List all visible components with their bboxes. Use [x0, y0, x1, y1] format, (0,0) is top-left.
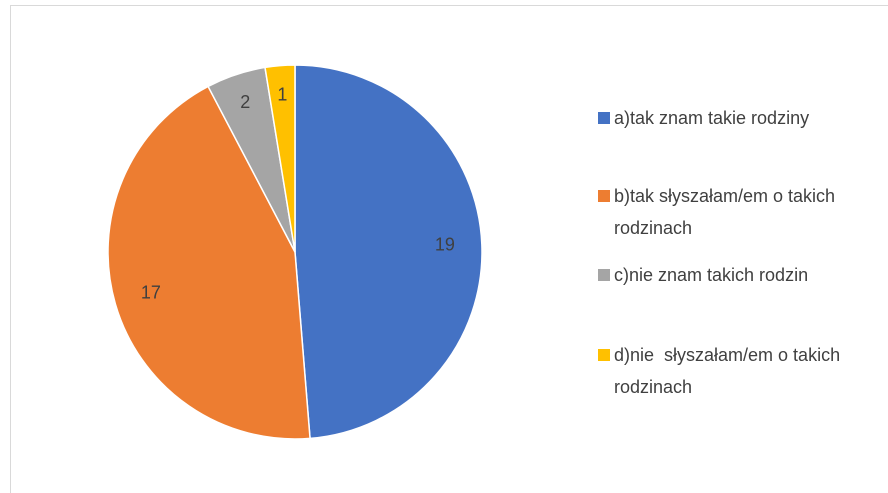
data-label: 1 [277, 84, 287, 104]
legend-swatch [598, 349, 610, 361]
pie-slice [107, 85, 311, 440]
pie-slice [294, 64, 483, 440]
data-label: 19 [435, 235, 455, 255]
legend-label: b)tak słyszałam/em o takich rodzinach [614, 186, 841, 238]
chart-border [10, 5, 888, 493]
data-label: 2 [240, 92, 250, 112]
legend-item: c)nie znam takich rodzin [598, 259, 888, 291]
legend-item: a)tak znam takie rodziny [598, 102, 888, 134]
data-label: 17 [141, 282, 161, 302]
legend-swatch [598, 269, 610, 281]
legend-label: c)nie znam takich rodzin [614, 265, 809, 285]
legend-swatch [598, 112, 610, 124]
legend-item: d)nie słyszałam/em o takich rodzinach [598, 339, 888, 403]
legend-label: a)tak znam takie rodziny [614, 108, 810, 128]
legend-label: d)nie słyszałam/em o takich rodzinach [614, 345, 846, 397]
pie-slice [264, 64, 296, 253]
legend-swatch [598, 190, 610, 202]
legend-item: b)tak słyszałam/em o takich rodzinach [598, 180, 888, 244]
